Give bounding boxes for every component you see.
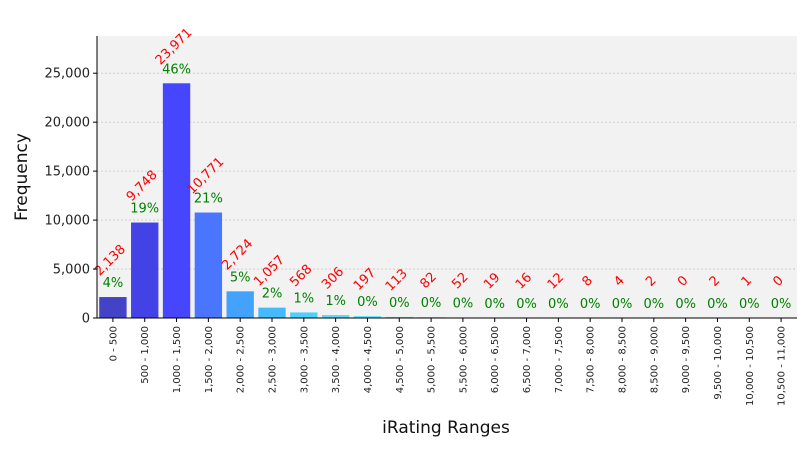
percent-label: 46%: [162, 62, 191, 77]
x-tick-label: 5,000 - 5,500: [427, 326, 438, 393]
percent-label: 21%: [194, 192, 223, 207]
bar: [385, 316, 413, 318]
percent-label: 0%: [516, 297, 537, 312]
x-tick-label: 6,500 - 7,000: [522, 326, 533, 393]
bar: [321, 315, 350, 318]
percent-label: 0%: [548, 297, 569, 312]
x-tick-label: 4,500 - 5,000: [395, 326, 406, 393]
x-tick-label: 0 - 500: [108, 326, 119, 361]
percent-label: 4%: [103, 276, 124, 291]
x-tick-label: 1,500 - 2,000: [204, 326, 215, 393]
percent-label: 0%: [580, 297, 601, 312]
y-tick-label: 25,000: [45, 67, 91, 82]
y-tick-label: 5,000: [53, 263, 90, 278]
percent-label: 0%: [771, 297, 792, 312]
x-tick-label: 5,500 - 6,000: [458, 326, 469, 393]
percent-label: 0%: [707, 297, 728, 312]
y-tick-label: 20,000: [45, 116, 91, 131]
x-tick-label: 2,000 - 2,500: [236, 326, 247, 393]
x-tick-label: 7,000 - 7,500: [554, 326, 565, 393]
bar: [290, 312, 318, 318]
percent-label: 0%: [357, 295, 378, 310]
x-tick-label: 500 - 1,000: [140, 326, 151, 384]
percent-label: 0%: [739, 297, 760, 312]
x-axis-title: iRating Ranges: [382, 418, 510, 438]
percent-label: 0%: [421, 296, 442, 311]
x-tick-label: 9,000 - 9,500: [681, 326, 692, 393]
x-tick-label: 1,000 - 1,500: [172, 326, 183, 393]
x-tick-label: 8,500 - 9,000: [649, 326, 660, 393]
y-axis-ticks: 0 5,000 10,000 15,000 20,000 25,000: [45, 67, 97, 327]
y-tick-label: 10,000: [45, 214, 91, 229]
bar: [226, 291, 254, 318]
bar: [162, 83, 191, 318]
x-tick-label: 6,000 - 6,500: [490, 326, 501, 393]
y-tick-label: 0: [82, 312, 90, 327]
percent-label: 0%: [644, 297, 665, 312]
percent-label: 0%: [453, 296, 474, 311]
x-tick-label: 8,000 - 8,500: [618, 326, 629, 393]
percent-label: 0%: [612, 297, 633, 312]
percent-label: 0%: [675, 297, 696, 312]
x-tick-label: 2,500 - 3,000: [268, 326, 279, 393]
y-tick-label: 15,000: [45, 165, 91, 180]
percent-label: 19%: [130, 202, 159, 217]
x-tick-label: 10,000 - 10,500: [745, 326, 756, 406]
y-axis-title: Frequency: [12, 133, 32, 221]
percent-label: 5%: [230, 270, 251, 285]
bar: [258, 307, 286, 318]
percent-label: 2%: [262, 287, 283, 302]
x-tick-label: 4,000 - 4,500: [363, 326, 374, 393]
percent-label: 1%: [325, 294, 346, 309]
x-tick-label: 7,500 - 8,000: [586, 326, 597, 393]
bar: [353, 316, 382, 318]
x-tick-label: 9,500 - 10,000: [713, 326, 724, 400]
percent-label: 1%: [294, 291, 315, 306]
x-tick-label: 3,000 - 3,500: [299, 326, 310, 393]
x-tick-label: 10,500 - 11,000: [777, 326, 788, 406]
bar: [99, 297, 127, 318]
bar: [131, 222, 159, 318]
x-axis-ticks: 0 - 500 500 - 1,000 1,000 - 1,500 1,500 - 2…: [108, 318, 788, 406]
bar: [194, 212, 223, 318]
percent-label: 0%: [389, 296, 410, 311]
x-tick-label: 3,500 - 4,000: [331, 326, 342, 393]
percent-label: 0%: [484, 297, 505, 312]
